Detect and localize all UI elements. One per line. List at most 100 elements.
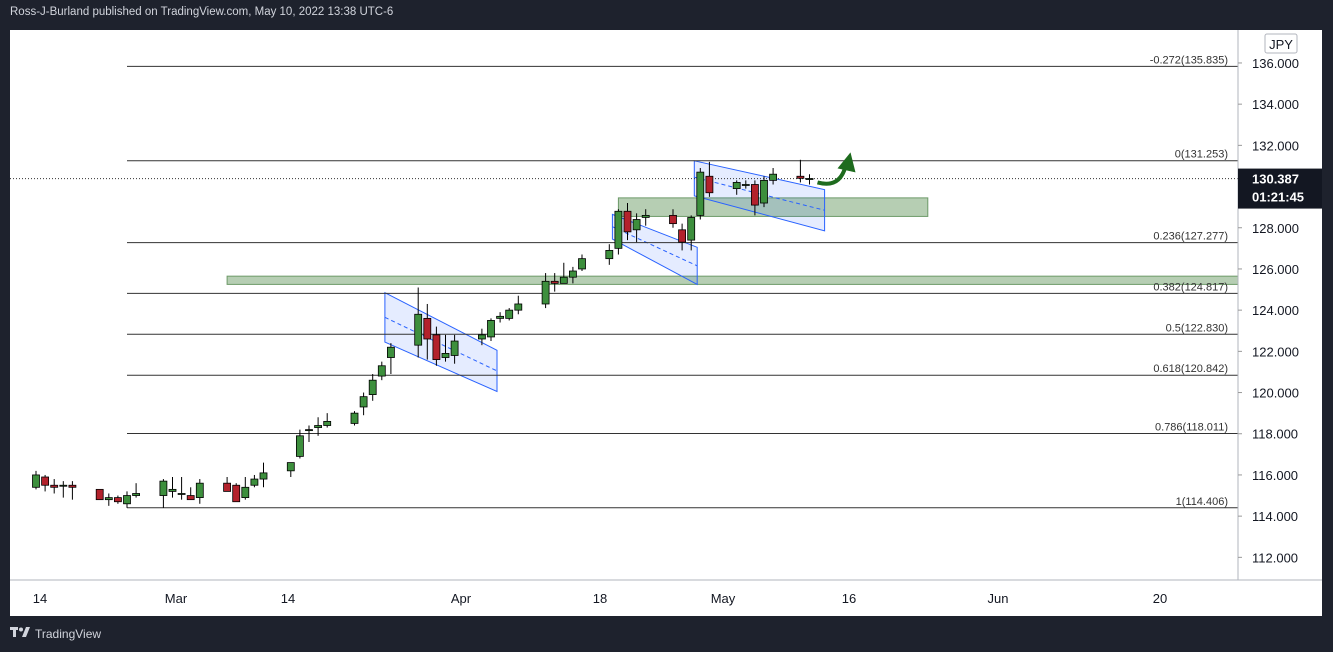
candle (805, 174, 814, 185)
candle-body (50, 484, 59, 488)
candle-body (32, 474, 40, 488)
time-axis[interactable]: 14 Mar 14 Apr 18 May 16 Jun 20 (10, 579, 1322, 616)
candle-body (569, 270, 577, 278)
candle (177, 477, 186, 500)
candle (559, 262, 568, 284)
price-tick-label: 122.000 (1252, 344, 1299, 359)
candle-body (232, 484, 241, 503)
breakout-arrow-icon (816, 152, 856, 186)
candle (487, 318, 495, 342)
candle-body (350, 412, 359, 424)
candle-body (550, 280, 559, 284)
time-tick-label: Jun (988, 591, 1009, 606)
candle-body (751, 184, 759, 206)
price-tick-label: 136.000 (1252, 56, 1299, 71)
candle (751, 180, 759, 216)
price-tick-label: 120.000 (1252, 386, 1299, 401)
fib-label: 0.786(118.011) (1155, 422, 1228, 434)
candle-body (732, 182, 741, 190)
candle (423, 303, 432, 360)
candle-body (123, 495, 131, 505)
publisher-header: Ross-J-Burland published on TradingView.… (10, 6, 394, 18)
price-tick-label: 132.000 (1252, 138, 1299, 153)
candle-body (114, 497, 122, 503)
price-axis[interactable]: 136.000134.000132.000130.000128.000126.0… (1237, 30, 1322, 616)
time-tick-label: Mar (165, 591, 188, 606)
candle-body (195, 482, 204, 499)
candle (578, 254, 586, 272)
currency-label: JPY (1269, 37, 1293, 52)
candle-body (186, 495, 195, 501)
price-tick-label: 134.000 (1252, 97, 1299, 112)
candle (441, 334, 450, 362)
candle-body (132, 493, 140, 496)
tradingview-brand: TradingView (35, 626, 102, 641)
candle (669, 209, 677, 228)
fibonacci-levels: -0.272(135.835) 0(131.253) 0.236(127.277) 0… (127, 54, 1238, 509)
candle (514, 295, 523, 315)
candle-body (41, 476, 50, 486)
candle-body (760, 179, 768, 204)
candlestick-chart[interactable]: -0.272(135.835) 0(131.253) 0.236(127.277) 0… (10, 30, 1322, 616)
chart-panel[interactable]: -0.272(135.835) 0(131.253) 0.236(127.277) 0… (10, 30, 1322, 616)
candle-body (168, 488, 177, 492)
candle-body (323, 420, 332, 426)
candle-body (623, 210, 632, 233)
channel-box (384, 291, 498, 393)
candle (496, 312, 505, 323)
candle-body (377, 365, 386, 377)
last-price-value: 130.387 (1252, 172, 1299, 187)
candle-body (250, 478, 259, 486)
candle-body (678, 229, 686, 243)
candle-body (705, 175, 714, 194)
price-tick-label: 126.000 (1252, 262, 1299, 277)
candle-body (641, 214, 650, 218)
candle (259, 462, 268, 488)
candle-body (223, 482, 232, 492)
candle-body (578, 258, 586, 270)
candle (741, 180, 750, 189)
candle-body (259, 472, 268, 480)
price-tick-label: 116.000 (1252, 468, 1298, 483)
channel-box (611, 213, 698, 286)
candle-body (687, 217, 696, 241)
candle-body (414, 313, 423, 346)
candle (295, 429, 304, 459)
candle (569, 266, 577, 284)
candle (305, 425, 313, 442)
time-tick-label: 16 (842, 591, 856, 606)
candle (132, 483, 140, 498)
candle (505, 308, 514, 321)
candle (632, 213, 641, 243)
candle (477, 328, 486, 346)
fib-label: 0.618(120.842) (1153, 363, 1228, 375)
candle-body (559, 276, 568, 284)
price-axis-bg (1238, 30, 1322, 616)
fib-label: 0.382(124.817) (1153, 281, 1228, 293)
candle-body (696, 171, 705, 216)
candle (232, 483, 241, 503)
candle (32, 470, 40, 490)
candle (359, 392, 368, 416)
flag-channels (384, 160, 826, 393)
candle-body (295, 435, 304, 457)
fib-label: 1(114.406) (1176, 496, 1228, 508)
candle-body (359, 396, 368, 408)
candle-body (796, 175, 805, 179)
candle (168, 477, 177, 498)
candle-body (605, 250, 614, 260)
tradingview-footer[interactable]: TradingView (10, 626, 101, 641)
candle-body (477, 334, 486, 340)
candle (732, 180, 741, 195)
candle-body (159, 480, 168, 496)
price-tick-label: 124.000 (1252, 303, 1299, 318)
candle-body (514, 303, 523, 311)
time-tick-label: 14 (281, 591, 295, 606)
candle (104, 493, 113, 506)
price-tick-label: 118.000 (1252, 427, 1298, 442)
candle-body (441, 353, 450, 358)
candle-body (177, 493, 186, 495)
candle-body (423, 317, 432, 340)
candle (550, 273, 559, 292)
tradingview-logo-icon (10, 626, 30, 641)
